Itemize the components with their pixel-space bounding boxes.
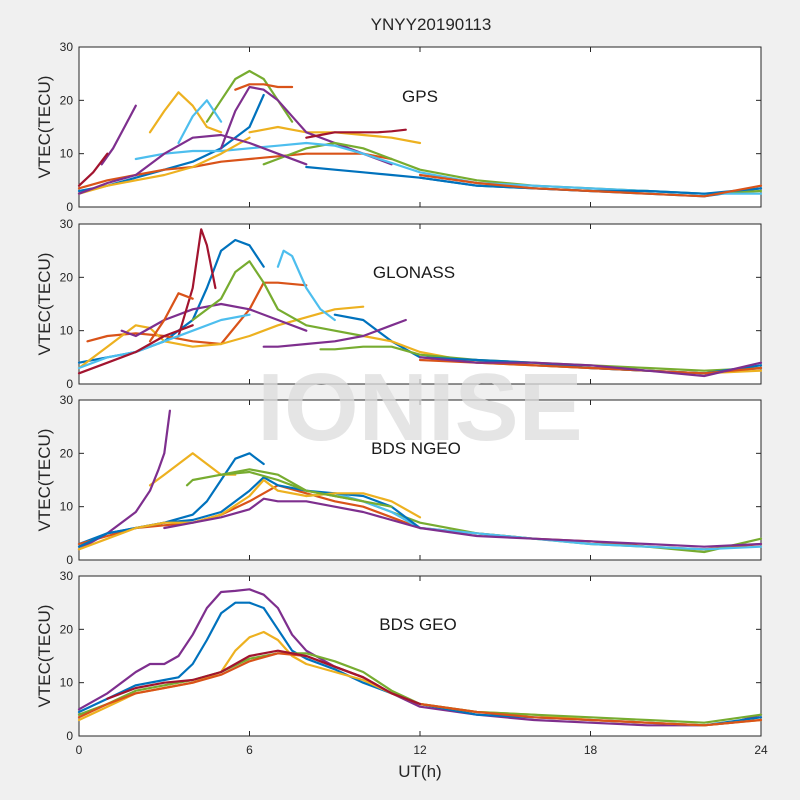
series-line-16 (418, 173, 763, 198)
y-tick-label: 10 (60, 147, 74, 161)
y-axis-label: VTEC(TECU) (35, 605, 54, 708)
y-tick-label: 30 (60, 393, 74, 407)
series-line-4 (77, 652, 763, 724)
panels: 0 10 20 30 VTEC(TECU) GPS 0 10 20 30 VTEC(TECU) GLO… (35, 40, 768, 757)
axes-box (78, 575, 762, 737)
panel-label: GLONASS (373, 263, 455, 282)
y-tick-label: 10 (60, 324, 74, 338)
series-line-17 (77, 136, 251, 195)
series-line-9 (234, 83, 294, 91)
series-line-11 (262, 318, 407, 348)
series-line-14 (77, 324, 194, 375)
x-tick-label: 0 (76, 743, 83, 757)
series-line-3 (148, 91, 223, 134)
y-tick-label: 0 (66, 553, 73, 567)
series-line-7 (177, 228, 217, 338)
series-line-11 (220, 85, 393, 166)
axes-box (78, 46, 762, 208)
panel-1: 0 10 20 30 VTEC(TECU) GPS (35, 40, 763, 214)
series-line-3 (77, 305, 365, 370)
y-tick-label: 0 (66, 377, 73, 391)
y-tick-label: 10 (60, 500, 74, 514)
y-tick-label: 0 (66, 200, 73, 214)
series-line-6 (276, 249, 336, 322)
y-tick-label: 10 (60, 676, 74, 690)
series-line-1 (77, 588, 763, 727)
series-line-7 (77, 152, 109, 187)
panel-2: 0 10 20 30 VTEC(TECU) GLONASS (35, 217, 763, 391)
y-axis-label: VTEC(TECU) (35, 429, 54, 532)
y-tick-label: 20 (60, 622, 74, 636)
y-axis-label: VTEC(TECU) (35, 76, 54, 179)
series-line-14 (305, 128, 407, 139)
series-line-17 (418, 356, 763, 378)
figure-title: YNYY20190113 (371, 15, 492, 34)
series-line-9 (148, 292, 194, 343)
series-line-13 (134, 141, 763, 195)
panel-3: 0 10 20 30 VTEC(TECU) BDS NGEO (35, 393, 763, 567)
panel-label: BDS NGEO (371, 439, 461, 458)
panel-4: 0 10 20 30 0 6 12 18 24 VTEC(TECU) BDS GEO (35, 569, 768, 757)
series-line-18 (77, 133, 308, 195)
y-tick-label: 20 (60, 270, 74, 284)
panel-label: BDS GEO (379, 615, 456, 634)
y-tick-label: 20 (60, 93, 74, 107)
series-line-13 (77, 313, 251, 370)
y-tick-label: 30 (60, 217, 74, 231)
series-line-10 (248, 125, 422, 145)
x-tick-label: 24 (754, 743, 768, 757)
x-axis-label: UT(h) (398, 762, 441, 781)
series-line-6 (106, 649, 422, 706)
series-line-5 (191, 260, 365, 338)
watermark: IONISE (257, 354, 582, 461)
y-tick-label: 20 (60, 446, 74, 460)
x-tick-label: 12 (413, 743, 427, 757)
series-line-4 (100, 104, 137, 166)
y-tick-label: 30 (60, 40, 74, 54)
series-line-10 (220, 470, 393, 508)
y-axis-label: VTEC(TECU) (35, 253, 54, 356)
x-tick-label: 18 (584, 743, 598, 757)
series-line-9 (163, 497, 763, 548)
series-line-6 (177, 99, 223, 145)
x-tick-label: 6 (246, 743, 253, 757)
series-line-4 (120, 302, 308, 338)
y-tick-label: 30 (60, 569, 74, 583)
panel-label: GPS (402, 87, 438, 106)
y-tick-label: 0 (66, 729, 73, 743)
series-line-8 (77, 478, 422, 551)
